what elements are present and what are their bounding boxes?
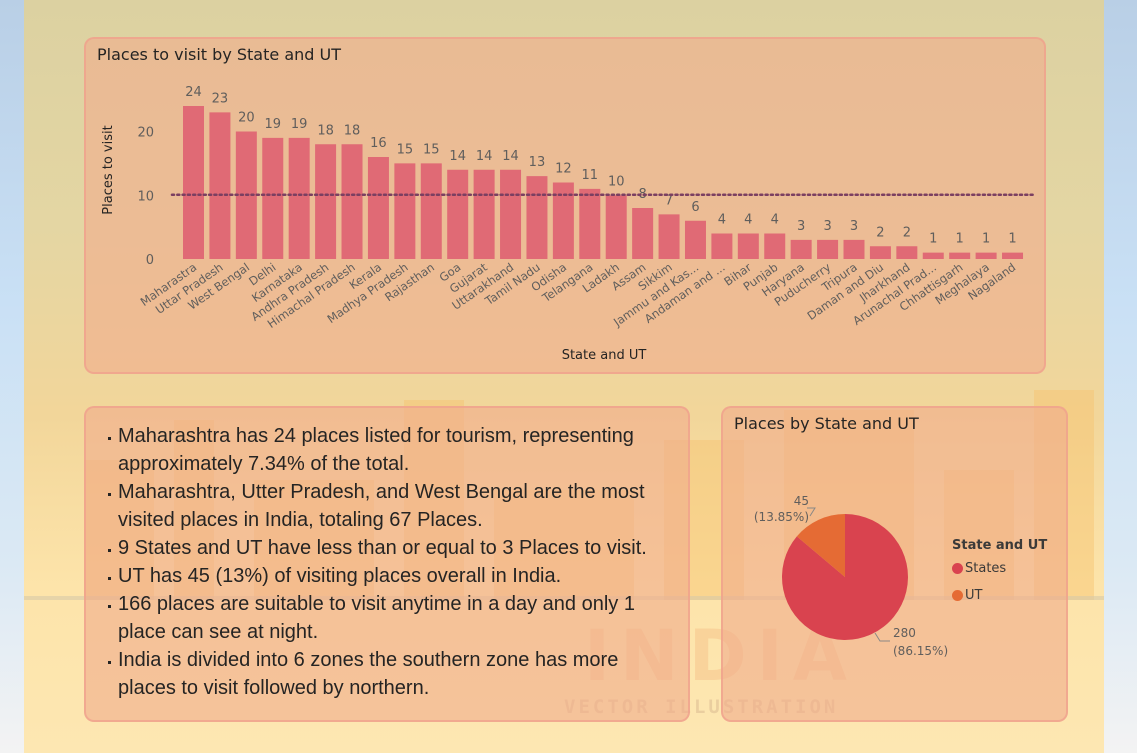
legend-label: UT xyxy=(965,588,983,603)
insight-item: 166 places are suitable to visit anytime… xyxy=(106,590,674,646)
bar-value-label: 1 xyxy=(929,232,937,247)
bar[interactable] xyxy=(843,239,865,259)
pie-data-label-percent: (86.15%) xyxy=(893,644,948,658)
bar[interactable] xyxy=(394,163,416,259)
bar-value-label: 1 xyxy=(1008,232,1016,247)
pie-data-label-value: 280 xyxy=(893,626,916,640)
bar[interactable] xyxy=(975,252,997,259)
legend-label: States xyxy=(965,561,1007,576)
pie-chart-svg: 280 (86.15%) 45 (13.85%) xyxy=(754,494,948,658)
y-tick-label: 0 xyxy=(146,253,154,268)
insight-item: UT has 45 (13%) of visiting places overa… xyxy=(106,562,674,590)
bar-value-label: 18 xyxy=(344,123,361,138)
bar[interactable] xyxy=(420,163,442,259)
bar[interactable] xyxy=(262,137,284,259)
pie-leader-line xyxy=(874,632,890,642)
bar-value-label: 24 xyxy=(185,85,202,100)
bar[interactable] xyxy=(764,233,786,260)
legend-item-ut[interactable]: UT xyxy=(952,588,1047,603)
bar[interactable] xyxy=(949,252,971,259)
bar[interactable] xyxy=(288,137,310,259)
bar-value-label: 3 xyxy=(823,219,831,234)
legend-dot-ut-icon xyxy=(952,590,963,601)
bar[interactable] xyxy=(209,112,231,259)
bar[interactable] xyxy=(869,246,891,259)
bar[interactable] xyxy=(896,246,918,259)
x-axis-title: State and UT xyxy=(562,348,647,363)
bar[interactable] xyxy=(684,220,706,259)
bar-value-label: 1 xyxy=(982,232,990,247)
bar[interactable] xyxy=(658,214,680,259)
bar[interactable] xyxy=(552,182,574,260)
legend-item-states[interactable]: States xyxy=(952,561,1047,576)
bar-value-label: 19 xyxy=(291,117,308,132)
bar-value-label: 14 xyxy=(502,149,519,164)
bar[interactable] xyxy=(183,106,204,259)
bar-value-label: 14 xyxy=(449,149,466,164)
bar-value-label: 3 xyxy=(797,219,805,234)
insights-textbox: Maharashtra has 24 places listed for tou… xyxy=(84,406,690,722)
bar-value-label: 4 xyxy=(771,213,779,228)
pie-leader-line xyxy=(807,507,816,517)
bar-value-label: 18 xyxy=(317,123,334,138)
bar-value-label: 14 xyxy=(476,149,493,164)
bar-value-label: 6 xyxy=(691,200,699,215)
bar-value-label: 15 xyxy=(397,142,414,157)
bar-value-label: 3 xyxy=(850,219,858,234)
bar[interactable] xyxy=(473,169,495,259)
y-tick-label: 20 xyxy=(137,126,154,141)
bar-value-label: 1 xyxy=(956,232,964,247)
bar[interactable] xyxy=(922,252,944,259)
bar-value-label: 16 xyxy=(370,136,387,151)
bar[interactable] xyxy=(737,233,759,260)
bar-value-label: 2 xyxy=(903,225,911,240)
bar[interactable] xyxy=(632,208,654,259)
pie-chart-visual[interactable]: Places by State and UT 280 (86.15%) 45 (13.… xyxy=(721,406,1068,722)
bar-value-label: 7 xyxy=(665,193,673,208)
bar[interactable] xyxy=(579,188,601,259)
insight-item: Maharashtra has 24 places listed for tou… xyxy=(106,422,674,478)
bar[interactable] xyxy=(500,169,522,259)
y-axis-title: Places to visit xyxy=(101,125,116,214)
bar[interactable] xyxy=(526,176,548,259)
pie-slice-ut[interactable] xyxy=(796,514,845,577)
bar[interactable] xyxy=(790,239,812,259)
bar-value-label: 20 xyxy=(238,111,255,126)
insight-item: India is divided into 6 zones the southe… xyxy=(106,646,674,702)
bar-chart-visual[interactable]: Places to visit by State and UT Places t… xyxy=(84,37,1046,374)
bar-value-label: 12 xyxy=(555,162,572,177)
bar-value-label: 2 xyxy=(876,225,884,240)
bar-value-label: 4 xyxy=(718,213,726,228)
bar-chart-title: Places to visit by State and UT xyxy=(97,45,341,64)
pie-chart-title: Places by State and UT xyxy=(734,414,919,433)
bar-value-label: 15 xyxy=(423,142,440,157)
bar[interactable] xyxy=(367,157,389,259)
bar[interactable] xyxy=(341,144,363,259)
bar[interactable] xyxy=(315,144,337,259)
bar[interactable] xyxy=(817,239,839,259)
bar-value-label: 11 xyxy=(582,168,599,183)
insight-item: 9 States and UT have less than or equal … xyxy=(106,534,674,562)
insight-item: Maharashtra, Utter Pradesh, and West Ben… xyxy=(106,478,674,534)
bar[interactable] xyxy=(447,169,469,259)
pie-legend: State and UT States UT xyxy=(952,538,1047,615)
bar[interactable] xyxy=(711,233,733,260)
bar-value-label: 23 xyxy=(212,91,229,106)
pie-data-label-value: 45 xyxy=(794,494,809,508)
pie-data-label-percent: (13.85%) xyxy=(754,510,809,524)
bar[interactable] xyxy=(1002,252,1024,259)
bar-value-label: 19 xyxy=(264,117,281,132)
bar[interactable] xyxy=(605,195,627,259)
bar-value-label: 13 xyxy=(529,155,546,170)
bar-value-label: 10 xyxy=(608,174,625,189)
legend-title: State and UT xyxy=(952,538,1048,553)
bar-value-label: 4 xyxy=(744,213,752,228)
y-tick-label: 10 xyxy=(137,189,154,204)
insights-list: Maharashtra has 24 places listed for tou… xyxy=(106,422,674,702)
legend-dot-states-icon xyxy=(952,563,963,574)
